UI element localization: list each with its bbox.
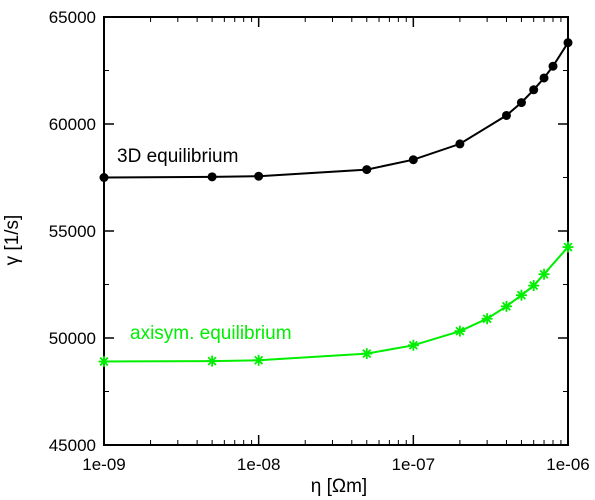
data-point: [563, 38, 573, 48]
data-point: [361, 348, 373, 360]
x-tick-label: 1e-06: [546, 455, 589, 474]
x-axis-label: η [Ωm]: [311, 476, 367, 497]
data-point: [254, 171, 264, 181]
data-point: [548, 61, 558, 71]
data-point: [481, 313, 493, 325]
y-tick-label: 55000: [49, 222, 96, 241]
data-point: [362, 165, 372, 175]
x-tick-label: 1e-07: [392, 455, 435, 474]
data-point: [562, 241, 574, 253]
y-axis-label: γ [1/s]: [2, 215, 23, 266]
series-layer: [98, 38, 574, 368]
data-point: [98, 356, 110, 368]
data-point: [500, 300, 512, 312]
series-axisym-equilibrium: [98, 241, 574, 368]
plot-area: [103, 16, 569, 446]
series-3d-equilibrium: [99, 38, 573, 182]
data-point: [528, 280, 540, 292]
data-point: [206, 355, 218, 367]
plot-frame: [103, 16, 569, 446]
y-tick-label: 60000: [49, 115, 96, 134]
data-point: [501, 110, 511, 120]
y-tick-label: 45000: [49, 436, 96, 455]
data-point: [538, 268, 550, 280]
x-tick-label: 1e-08: [237, 455, 280, 474]
data-point: [207, 172, 217, 182]
x-tick-label: 1e-09: [82, 455, 125, 474]
data-point: [539, 73, 549, 83]
data-point: [408, 155, 418, 165]
data-point: [529, 85, 539, 95]
data-point: [253, 354, 265, 366]
series-line: [103, 246, 569, 363]
y-tick-label: 65000: [49, 8, 96, 27]
data-point: [516, 98, 526, 108]
series-label-3d-equilibrium: 3D equilibrium: [117, 146, 238, 167]
y-tick-label: 50000: [49, 329, 96, 348]
data-point: [515, 289, 527, 301]
data-point: [454, 325, 466, 337]
data-point: [407, 339, 419, 351]
data-point: [455, 139, 465, 149]
ticks-layer: 1e-09 1e-08 1e-07 1e-06 45000 50000 55000 60000…: [49, 8, 590, 474]
series-label-axisym-equilibrium: axisym. equilibrium: [130, 323, 292, 344]
